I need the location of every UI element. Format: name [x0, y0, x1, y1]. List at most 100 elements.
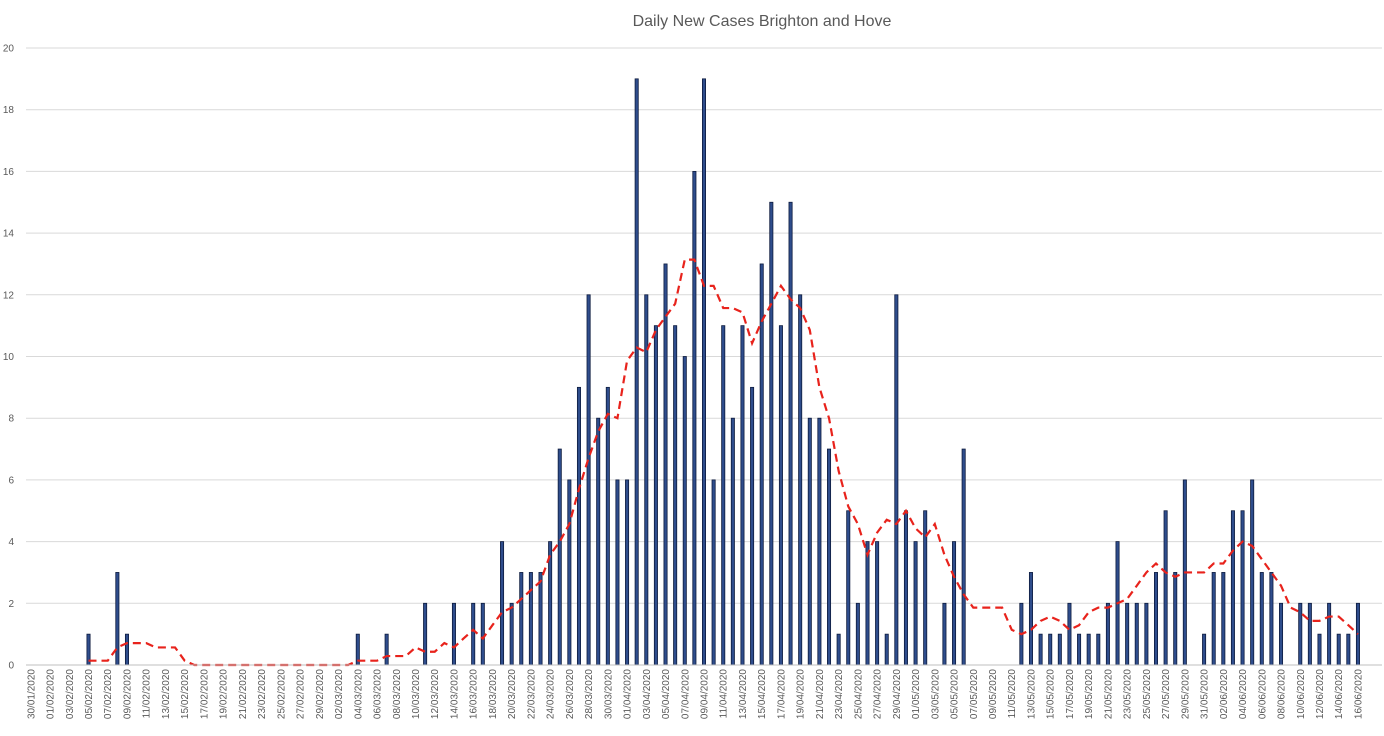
bar: [730, 417, 735, 666]
x-tick-label: 17/04/2020: [776, 669, 787, 719]
bar: [1298, 602, 1303, 666]
bar: [682, 356, 687, 666]
x-tick-label: 29/05/2020: [1180, 669, 1191, 719]
bar: [1038, 633, 1043, 666]
bar: [711, 479, 716, 666]
bar: [423, 602, 428, 666]
bar: [1327, 602, 1332, 666]
x-tick-label: 21/02/2020: [238, 669, 249, 719]
bar: [124, 633, 129, 666]
bar: [1259, 572, 1264, 666]
x-tick-label: 12/03/2020: [430, 669, 441, 719]
x-tick-label: 16/03/2020: [469, 669, 480, 719]
x-tick-label: 03/05/2020: [930, 669, 941, 719]
bar: [817, 417, 822, 666]
x-tick-label: 25/02/2020: [276, 669, 287, 719]
bar: [663, 263, 668, 666]
bar: [1346, 633, 1351, 666]
y-tick-label: 4: [8, 537, 14, 548]
x-tick-label: 20/03/2020: [507, 669, 518, 719]
x-tick-label: 23/04/2020: [834, 669, 845, 719]
bar: [827, 448, 832, 666]
bar: [500, 541, 505, 666]
bar: [538, 572, 543, 666]
bar: [884, 633, 889, 666]
bar: [750, 386, 755, 666]
bar: [913, 541, 918, 666]
x-tick-label: 03/04/2020: [642, 669, 653, 719]
bar: [1173, 572, 1178, 666]
x-tick-label: 19/04/2020: [796, 669, 807, 719]
x-tick-label: 19/02/2020: [219, 669, 230, 719]
bar: [1154, 572, 1159, 666]
x-tick-label: 07/05/2020: [969, 669, 980, 719]
bar: [692, 170, 697, 666]
bar: [1096, 633, 1101, 666]
bar: [769, 201, 774, 666]
x-tick-label: 05/05/2020: [950, 669, 961, 719]
bar: [567, 479, 572, 666]
x-tick-label: 29/04/2020: [892, 669, 903, 719]
bar: [865, 541, 870, 666]
bar: [875, 541, 880, 666]
x-tick-label: 07/02/2020: [103, 669, 114, 719]
bar: [1336, 633, 1341, 666]
x-tick-label: 06/06/2020: [1257, 669, 1268, 719]
bar: [557, 448, 562, 666]
x-tick-label: 05/02/2020: [84, 669, 95, 719]
x-tick-label: 21/05/2020: [1103, 669, 1114, 719]
bar: [702, 78, 707, 666]
x-tick-label: 13/05/2020: [1026, 669, 1037, 719]
bar: [807, 417, 812, 666]
x-tick-label: 29/02/2020: [315, 669, 326, 719]
x-tick-label: 17/05/2020: [1065, 669, 1076, 719]
bar: [576, 386, 581, 666]
bar: [1144, 602, 1149, 666]
chart-title: Daily New Cases Brighton and Hove: [633, 13, 892, 30]
bar: [519, 572, 524, 666]
bar: [1250, 479, 1255, 666]
bar: [586, 294, 591, 666]
bar: [634, 78, 639, 666]
x-tick-label: 12/06/2020: [1315, 669, 1326, 719]
x-tick-label: 19/05/2020: [1084, 669, 1095, 719]
bar: [778, 325, 783, 666]
x-axis-ticks: 30/01/2020 01/02/2020 03/02/2020 05/02/2020…: [26, 669, 1364, 719]
x-tick-label: 07/04/2020: [680, 669, 691, 719]
y-tick-label: 0: [8, 661, 14, 672]
bar: [384, 633, 389, 666]
bar: [596, 417, 601, 666]
bar: [528, 572, 533, 666]
x-tick-label: 08/06/2020: [1277, 669, 1288, 719]
bar: [1317, 633, 1322, 666]
y-axis-ticks: 0 2 4 6 8 10 12 14 16 18 20: [3, 44, 15, 672]
bar: [673, 325, 678, 666]
x-tick-label: 04/06/2020: [1238, 669, 1249, 719]
bar: [759, 263, 764, 666]
x-tick-label: 01/02/2020: [46, 669, 57, 719]
bar: [1269, 572, 1274, 666]
bar: [1134, 602, 1139, 666]
x-tick-label: 24/03/2020: [546, 669, 557, 719]
y-tick-label: 2: [8, 599, 14, 610]
bar: [1028, 572, 1033, 666]
bar: [1230, 510, 1235, 666]
x-tick-label: 13/02/2020: [161, 669, 172, 719]
x-tick-label: 23/02/2020: [257, 669, 268, 719]
bar: [942, 602, 947, 666]
bar: [740, 325, 745, 666]
x-tick-label: 01/05/2020: [911, 669, 922, 719]
x-tick-label: 17/02/2020: [199, 669, 210, 719]
x-tick-label: 27/05/2020: [1161, 669, 1172, 719]
x-tick-label: 11/04/2020: [719, 669, 730, 719]
x-tick-label: 22/03/2020: [526, 669, 537, 719]
bar: [509, 602, 514, 666]
x-tick-label: 18/03/2020: [488, 669, 499, 719]
x-tick-label: 02/06/2020: [1219, 669, 1230, 719]
bar: [903, 510, 908, 666]
bar: [615, 479, 620, 666]
x-tick-label: 14/03/2020: [449, 669, 460, 719]
bar: [1086, 633, 1091, 666]
x-tick-label: 25/04/2020: [853, 669, 864, 719]
x-tick-label: 15/04/2020: [757, 669, 768, 719]
